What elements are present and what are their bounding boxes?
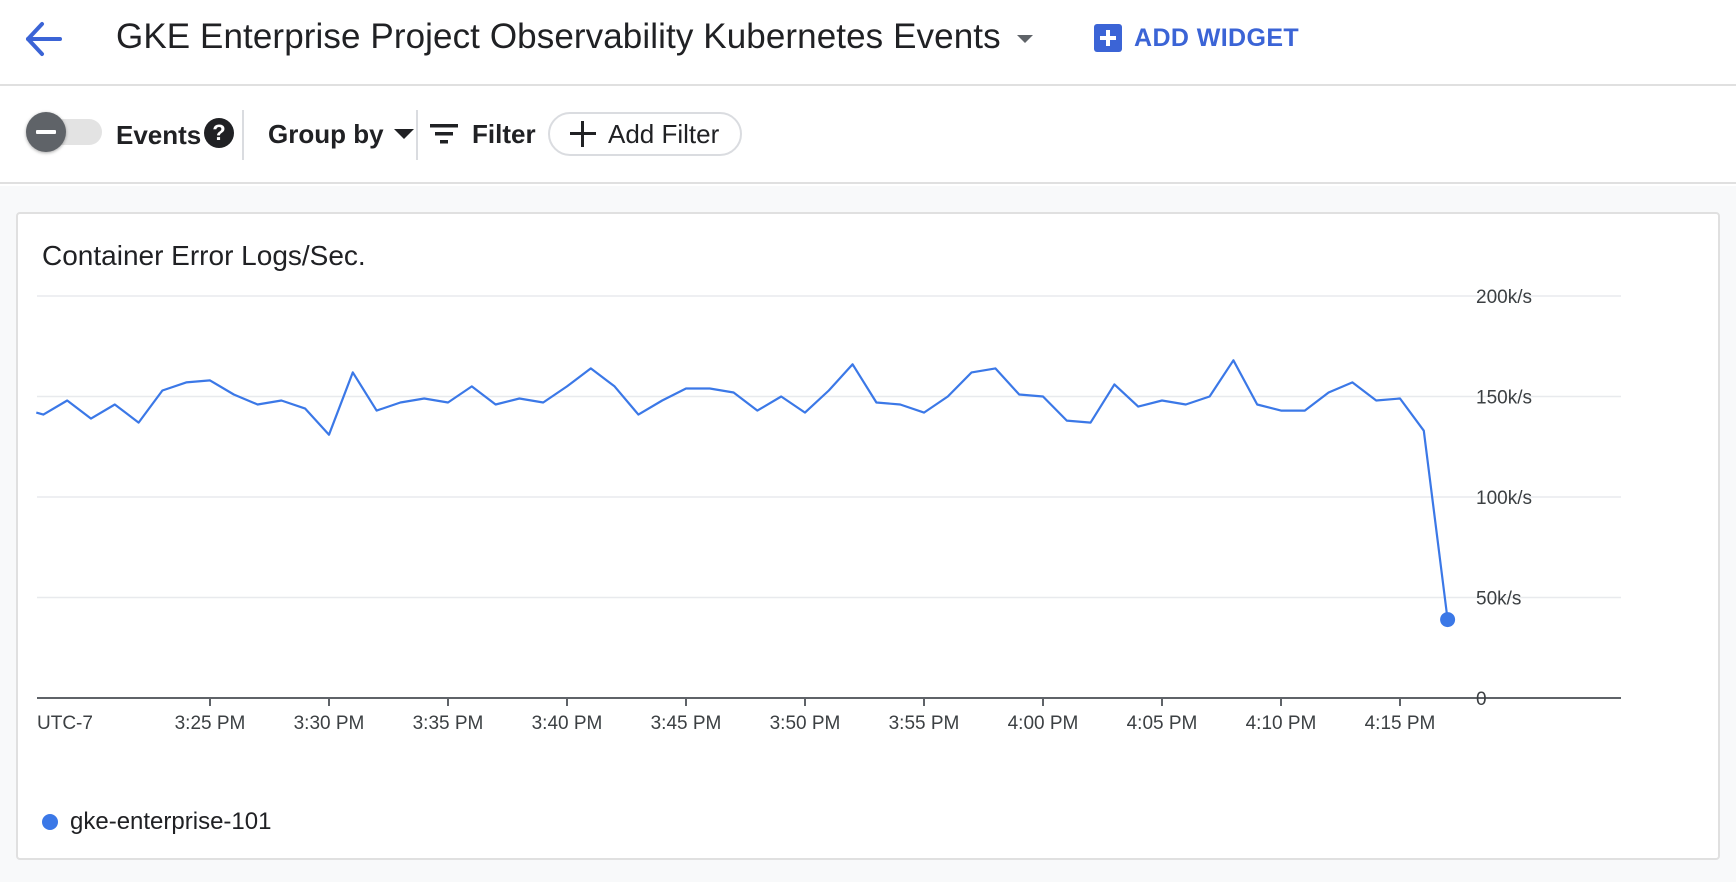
back-button[interactable] — [22, 18, 68, 60]
plus-icon — [570, 121, 596, 147]
legend-dot-icon — [42, 814, 58, 830]
dashboard-switcher-button[interactable] — [1013, 30, 1037, 48]
legend-label: gke-enterprise-101 — [70, 808, 272, 835]
help-circle-icon[interactable]: ? — [204, 118, 234, 148]
chart-widget: Container Error Logs/Sec. 0 50k/s 100k/s 15… — [16, 212, 1720, 860]
dashboard-content: Container Error Logs/Sec. 0 50k/s 100k/s 15… — [0, 186, 1736, 882]
caret-down-icon — [393, 129, 414, 139]
series-last-point — [1440, 612, 1456, 628]
x-tick-label: 3:30 PM — [294, 713, 365, 734]
chart-title: Container Error Logs/Sec. — [42, 240, 366, 271]
x-tick-label: 4:00 PM — [1008, 713, 1079, 734]
filter-button[interactable]: Filter — [430, 118, 536, 150]
filter-lines-icon — [430, 124, 458, 144]
dashboard-header: GKE Enterprise Project Observability Kub… — [0, 0, 1736, 86]
line-chart[interactable]: 0 50k/s 100k/s 150k/s 200k/s UTC-7 3:25 PM 3:30… — [18, 214, 1718, 804]
plus-box-icon — [1094, 24, 1122, 52]
events-toggle[interactable] — [26, 112, 102, 152]
filter-label: Filter — [472, 118, 536, 149]
legend-item[interactable]: gke-enterprise-101 — [42, 808, 271, 836]
add-widget-button[interactable]: ADD WIDGET — [1094, 18, 1299, 58]
events-label: Events — [116, 120, 202, 150]
x-tick-label: 3:25 PM — [175, 713, 246, 734]
x-tick-label: 3:35 PM — [413, 713, 484, 734]
x-tick-label: 3:40 PM — [532, 713, 603, 734]
x-tick-label: 4:10 PM — [1246, 713, 1317, 734]
y-tick-label: 200k/s — [1476, 287, 1532, 308]
toolbar-divider — [416, 110, 418, 160]
y-tick-label: 50k/s — [1476, 589, 1521, 610]
toolbar-divider — [242, 110, 244, 160]
arrow-left-icon — [26, 22, 62, 56]
y-tick-label: 100k/s — [1476, 488, 1532, 509]
x-tick-label: 4:05 PM — [1127, 713, 1198, 734]
add-widget-label: ADD WIDGET — [1134, 23, 1300, 52]
x-tick-label: 3:45 PM — [651, 713, 722, 734]
dashboard-toolbar: Events ? Group by Filter Add Filter — [0, 88, 1736, 184]
add-filter-button[interactable]: Add Filter — [548, 112, 742, 156]
add-filter-label: Add Filter — [608, 118, 720, 149]
x-tick-label: 3:55 PM — [889, 713, 960, 734]
dashboard-title: GKE Enterprise Project Observability Kub… — [116, 17, 1001, 56]
caret-down-icon — [1017, 35, 1033, 43]
y-tick-label: 0 — [1476, 689, 1487, 710]
timezone-label: UTC-7 — [37, 713, 93, 734]
group-by-label: Group by — [268, 118, 384, 149]
x-tick-label: 4:15 PM — [1365, 713, 1436, 734]
toggle-off-icon — [26, 112, 66, 152]
group-by-button[interactable]: Group by — [268, 118, 414, 150]
series-line — [36, 359, 1449, 620]
x-tick-label: 3:50 PM — [770, 713, 841, 734]
y-tick-label: 150k/s — [1476, 388, 1532, 409]
